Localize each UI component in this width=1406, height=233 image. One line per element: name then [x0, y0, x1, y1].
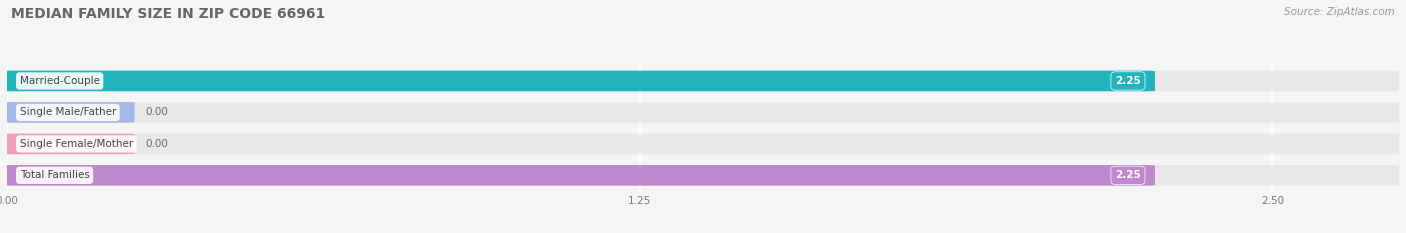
FancyBboxPatch shape — [0, 71, 1406, 91]
Text: 2.25: 2.25 — [1115, 76, 1140, 86]
Text: Single Female/Mother: Single Female/Mother — [20, 139, 134, 149]
Text: Married-Couple: Married-Couple — [20, 76, 100, 86]
FancyBboxPatch shape — [0, 134, 135, 154]
FancyBboxPatch shape — [0, 102, 135, 123]
Text: Source: ZipAtlas.com: Source: ZipAtlas.com — [1284, 7, 1395, 17]
Text: 0.00: 0.00 — [146, 107, 169, 117]
Text: MEDIAN FAMILY SIZE IN ZIP CODE 66961: MEDIAN FAMILY SIZE IN ZIP CODE 66961 — [11, 7, 326, 21]
Text: 2.25: 2.25 — [1115, 170, 1140, 180]
FancyBboxPatch shape — [0, 134, 1406, 154]
Text: Total Families: Total Families — [20, 170, 90, 180]
FancyBboxPatch shape — [0, 165, 1406, 186]
Text: 0.00: 0.00 — [146, 139, 169, 149]
FancyBboxPatch shape — [0, 165, 1154, 186]
Text: Single Male/Father: Single Male/Father — [20, 107, 117, 117]
FancyBboxPatch shape — [0, 102, 1406, 123]
FancyBboxPatch shape — [0, 71, 1154, 91]
